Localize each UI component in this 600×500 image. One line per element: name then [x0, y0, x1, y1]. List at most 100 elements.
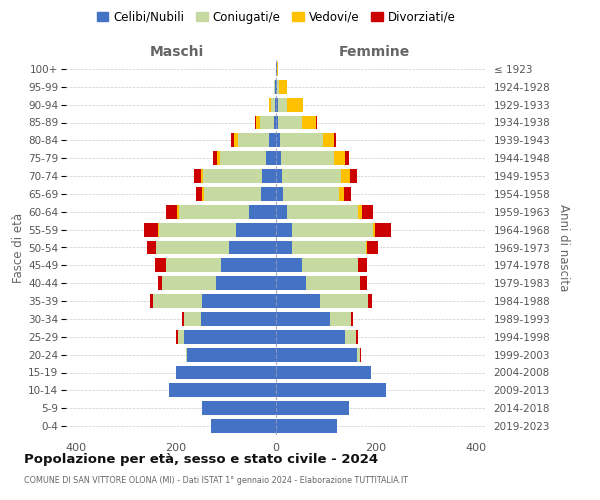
Bar: [261, 187, 276, 201]
Bar: [169, 384, 276, 398]
Bar: [283, 187, 339, 201]
Bar: [196, 187, 202, 201]
Bar: [275, 98, 276, 112]
Bar: [358, 205, 361, 219]
Bar: [357, 348, 359, 362]
Bar: [292, 240, 366, 254]
Bar: [248, 205, 276, 219]
Bar: [203, 169, 262, 183]
Bar: [276, 294, 320, 308]
Bar: [155, 258, 166, 272]
Bar: [361, 205, 373, 219]
Bar: [276, 330, 345, 344]
Bar: [375, 222, 391, 236]
Bar: [343, 187, 350, 201]
Bar: [276, 151, 281, 165]
Bar: [320, 294, 367, 308]
Bar: [179, 205, 248, 219]
Bar: [162, 276, 216, 290]
Bar: [302, 116, 316, 130]
Bar: [274, 116, 276, 130]
Bar: [156, 240, 229, 254]
Bar: [178, 330, 184, 344]
Bar: [157, 222, 158, 236]
Bar: [200, 169, 203, 183]
Bar: [278, 98, 287, 112]
Bar: [339, 187, 343, 201]
Bar: [367, 294, 372, 308]
Bar: [323, 134, 334, 147]
Bar: [193, 169, 200, 183]
Bar: [276, 222, 292, 236]
Bar: [184, 312, 201, 326]
Bar: [341, 169, 350, 183]
Bar: [350, 169, 357, 183]
Bar: [254, 116, 256, 130]
Bar: [202, 187, 203, 201]
Bar: [187, 348, 276, 362]
Bar: [292, 222, 373, 236]
Bar: [202, 401, 276, 415]
Bar: [153, 294, 202, 308]
Bar: [231, 134, 233, 147]
Bar: [276, 401, 349, 415]
Legend: Celibi/Nubili, Coniugati/e, Vedovi/e, Divorziati/e: Celibi/Nubili, Coniugati/e, Vedovi/e, Di…: [92, 6, 460, 28]
Bar: [276, 205, 287, 219]
Bar: [276, 258, 302, 272]
Bar: [176, 366, 276, 380]
Bar: [233, 134, 238, 147]
Bar: [185, 348, 187, 362]
Bar: [344, 151, 349, 165]
Bar: [147, 240, 156, 254]
Bar: [256, 116, 260, 130]
Text: Maschi: Maschi: [150, 45, 205, 59]
Bar: [217, 151, 220, 165]
Y-axis label: Fasce di età: Fasce di età: [13, 212, 25, 282]
Bar: [166, 205, 176, 219]
Bar: [158, 222, 236, 236]
Bar: [276, 98, 278, 112]
Bar: [351, 312, 353, 326]
Bar: [366, 240, 367, 254]
Text: Popolazione per età, sesso e stato civile - 2024: Popolazione per età, sesso e stato civil…: [24, 452, 378, 466]
Bar: [201, 312, 276, 326]
Bar: [143, 222, 157, 236]
Bar: [359, 348, 361, 362]
Bar: [334, 151, 344, 165]
Bar: [276, 276, 306, 290]
Bar: [280, 134, 323, 147]
Bar: [157, 276, 162, 290]
Bar: [274, 80, 275, 94]
Bar: [269, 134, 276, 147]
Bar: [276, 312, 330, 326]
Bar: [287, 205, 358, 219]
Bar: [279, 80, 287, 94]
Bar: [260, 116, 274, 130]
Bar: [281, 151, 334, 165]
Y-axis label: Anni di nascita: Anni di nascita: [557, 204, 570, 291]
Bar: [356, 330, 358, 344]
Bar: [149, 294, 153, 308]
Bar: [277, 80, 279, 94]
Bar: [334, 134, 335, 147]
Bar: [213, 151, 217, 165]
Bar: [203, 187, 261, 201]
Text: COMUNE DI SAN VITTORE OLONA (MI) - Dati ISTAT 1° gennaio 2024 - Elaborazione TUT: COMUNE DI SAN VITTORE OLONA (MI) - Dati …: [24, 476, 408, 485]
Bar: [184, 330, 276, 344]
Bar: [373, 222, 375, 236]
Bar: [182, 312, 184, 326]
Bar: [202, 294, 276, 308]
Bar: [278, 116, 302, 130]
Bar: [345, 330, 356, 344]
Bar: [360, 276, 367, 290]
Bar: [306, 276, 360, 290]
Bar: [236, 222, 276, 236]
Bar: [276, 348, 357, 362]
Bar: [221, 258, 276, 272]
Bar: [282, 169, 341, 183]
Bar: [238, 134, 269, 147]
Bar: [287, 98, 303, 112]
Bar: [276, 419, 337, 433]
Bar: [367, 240, 378, 254]
Bar: [276, 80, 277, 94]
